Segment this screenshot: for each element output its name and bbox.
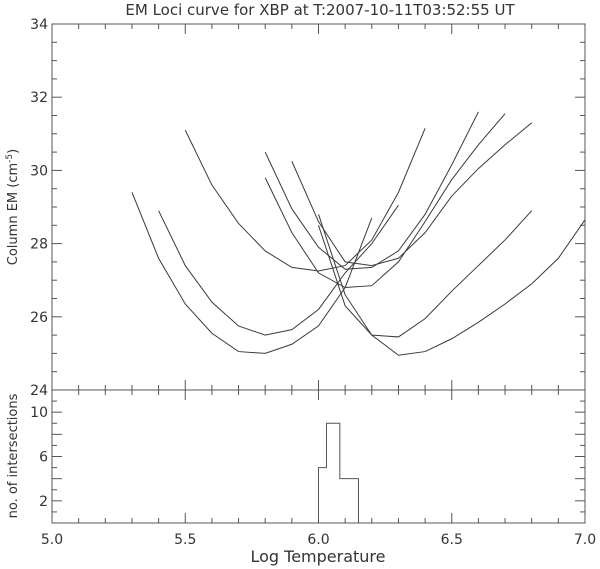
y-tick-label: 24: [30, 383, 48, 399]
ylabel-close: ): [6, 149, 21, 154]
x-tick-label: 6.5: [441, 532, 463, 548]
y-tick-label: 34: [30, 17, 48, 33]
y-tick-label: 6: [39, 450, 48, 466]
x-tick-label: 6.0: [307, 532, 329, 548]
bottom-x-ticks: 5.0 5.5 6.0 6.5 7.0: [41, 390, 596, 548]
bottom-y-ticks: 2 6 10: [30, 389, 585, 524]
ylabel-superscript: -5: [5, 154, 15, 163]
em-loci-curve-6: [291, 122, 533, 267]
y-tick-label: 26: [30, 310, 48, 326]
y-tick-label: 10: [30, 405, 48, 421]
em-loci-curve-3: [184, 128, 426, 272]
top-y-ticks: 24 26 28 30 32 34: [30, 17, 585, 399]
ylabel-main: Column EM (cm: [6, 163, 21, 265]
em-loci-curves: [131, 111, 586, 356]
x-tick-label: 5.5: [174, 532, 196, 548]
x-tick-label: 5.0: [41, 532, 63, 548]
y-tick-label: 28: [30, 237, 48, 253]
y-tick-label: 30: [30, 163, 48, 179]
intersection-histogram: [318, 422, 585, 524]
em-loci-curve-8: [318, 219, 586, 356]
chart-title: EM Loci curve for XBP at T:2007-10-11T03…: [125, 1, 515, 19]
em-loci-curve-2: [158, 204, 399, 336]
top-x-ticks: [51, 24, 586, 390]
y-tick-label: 2: [39, 494, 48, 510]
em-loci-curve-1: [131, 192, 373, 354]
x-axis-label: Log Temperature: [250, 547, 385, 566]
em-loci-curve-7: [318, 210, 533, 338]
em-loci-curve-5: [264, 113, 506, 289]
top-plot-frame: [51, 23, 586, 391]
x-tick-label: 7.0: [574, 532, 596, 548]
em-loci-curve-4: [264, 111, 479, 270]
bottom-y-axis-label: no. of intersections: [6, 393, 21, 518]
top-y-axis-label: Column EM (cm-5): [5, 149, 21, 265]
y-tick-label: 32: [30, 90, 48, 106]
